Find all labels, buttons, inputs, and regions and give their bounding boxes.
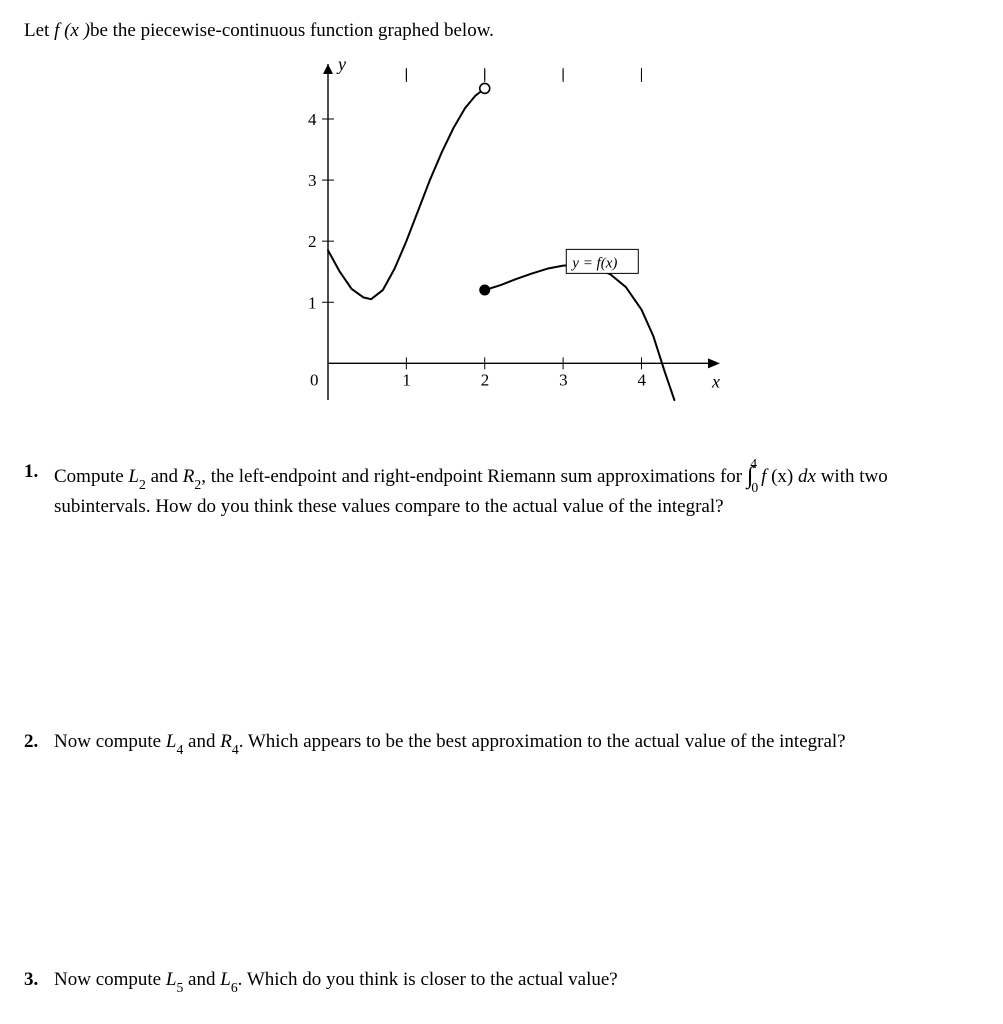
problem-intro: Let f (x )be the piecewise-continuous fu… — [24, 20, 979, 42]
q1-text-a: Compute — [54, 466, 128, 487]
svg-text:2: 2 — [480, 370, 489, 389]
q1-integral: ∫04f (x) dx — [747, 466, 816, 487]
q1-int-f: f — [761, 466, 771, 487]
spacer-1 — [24, 520, 979, 710]
q2-L4-sub: 4 — [176, 742, 183, 757]
svg-text:2: 2 — [308, 232, 317, 251]
q1-int-dx: dx — [798, 466, 816, 487]
question-3-body: Now compute L5 and L6. Which do you thin… — [54, 966, 979, 996]
svg-text:4: 4 — [308, 110, 317, 129]
q2-text-b: and — [183, 731, 220, 752]
question-1: 1. Compute L2 and R2, the left-endpoint … — [24, 458, 979, 520]
q1-int-hi: 4 — [750, 456, 757, 471]
q3-L5-sub: 5 — [176, 980, 183, 995]
svg-text:1: 1 — [402, 370, 411, 389]
svg-text:x: x — [711, 371, 720, 391]
intro-suffix: be the piecewise-continuous function gra… — [90, 20, 494, 41]
svg-text:1: 1 — [308, 293, 317, 312]
question-1-number: 1. — [24, 458, 48, 486]
q2-text-a: Now compute — [54, 731, 166, 752]
q3-L6-sub: 6 — [231, 980, 238, 995]
question-3: 3. Now compute L5 and L6. Which do you t… — [24, 966, 979, 996]
spacer-2 — [24, 758, 979, 948]
q1-L2-sub: 2 — [139, 477, 146, 492]
q3-L5: L — [166, 969, 177, 990]
question-3-number: 3. — [24, 966, 48, 994]
question-2-body: Now compute L4 and R4. Which appears to … — [54, 728, 979, 758]
chart-container: 1 2 3 4 1 2 3 4 0 y x y = f(x) — [24, 50, 979, 440]
q1-text-c: , the left-endpoint and right-endpoint R… — [201, 466, 747, 487]
question-1-body: Compute L2 and R2, the left-endpoint and… — [54, 458, 979, 520]
q3-text-a: Now compute — [54, 969, 166, 990]
svg-text:y: y — [336, 54, 346, 74]
intro-fn: f (x ) — [54, 20, 90, 41]
svg-text:4: 4 — [637, 370, 646, 389]
q2-R4-sub: 4 — [232, 742, 239, 757]
q3-L6: L — [220, 969, 231, 990]
q1-text-b: and — [146, 466, 183, 487]
question-2: 2. Now compute L4 and R4. Which appears … — [24, 728, 979, 758]
q2-text-c: . Which appears to be the best approxima… — [239, 731, 846, 752]
svg-text:3: 3 — [559, 370, 568, 389]
q1-int-lo: 0 — [751, 480, 758, 495]
q3-text-b: and — [183, 969, 220, 990]
q2-L4: L — [166, 731, 177, 752]
q2-R4: R — [220, 731, 232, 752]
q1-L2: L — [128, 466, 139, 487]
function-graph: 1 2 3 4 1 2 3 4 0 y x y = f(x) — [272, 50, 732, 440]
q3-text-c: . Which do you think is closer to the ac… — [238, 969, 618, 990]
q1-R2: R — [183, 466, 195, 487]
q1-int-x: (x) — [771, 466, 798, 487]
svg-text:0: 0 — [310, 370, 319, 389]
intro-prefix: Let — [24, 20, 54, 41]
svg-text:3: 3 — [308, 171, 317, 190]
q1-R2-sub: 2 — [194, 477, 201, 492]
question-2-number: 2. — [24, 728, 48, 756]
svg-text:y = f(x): y = f(x) — [570, 255, 617, 271]
